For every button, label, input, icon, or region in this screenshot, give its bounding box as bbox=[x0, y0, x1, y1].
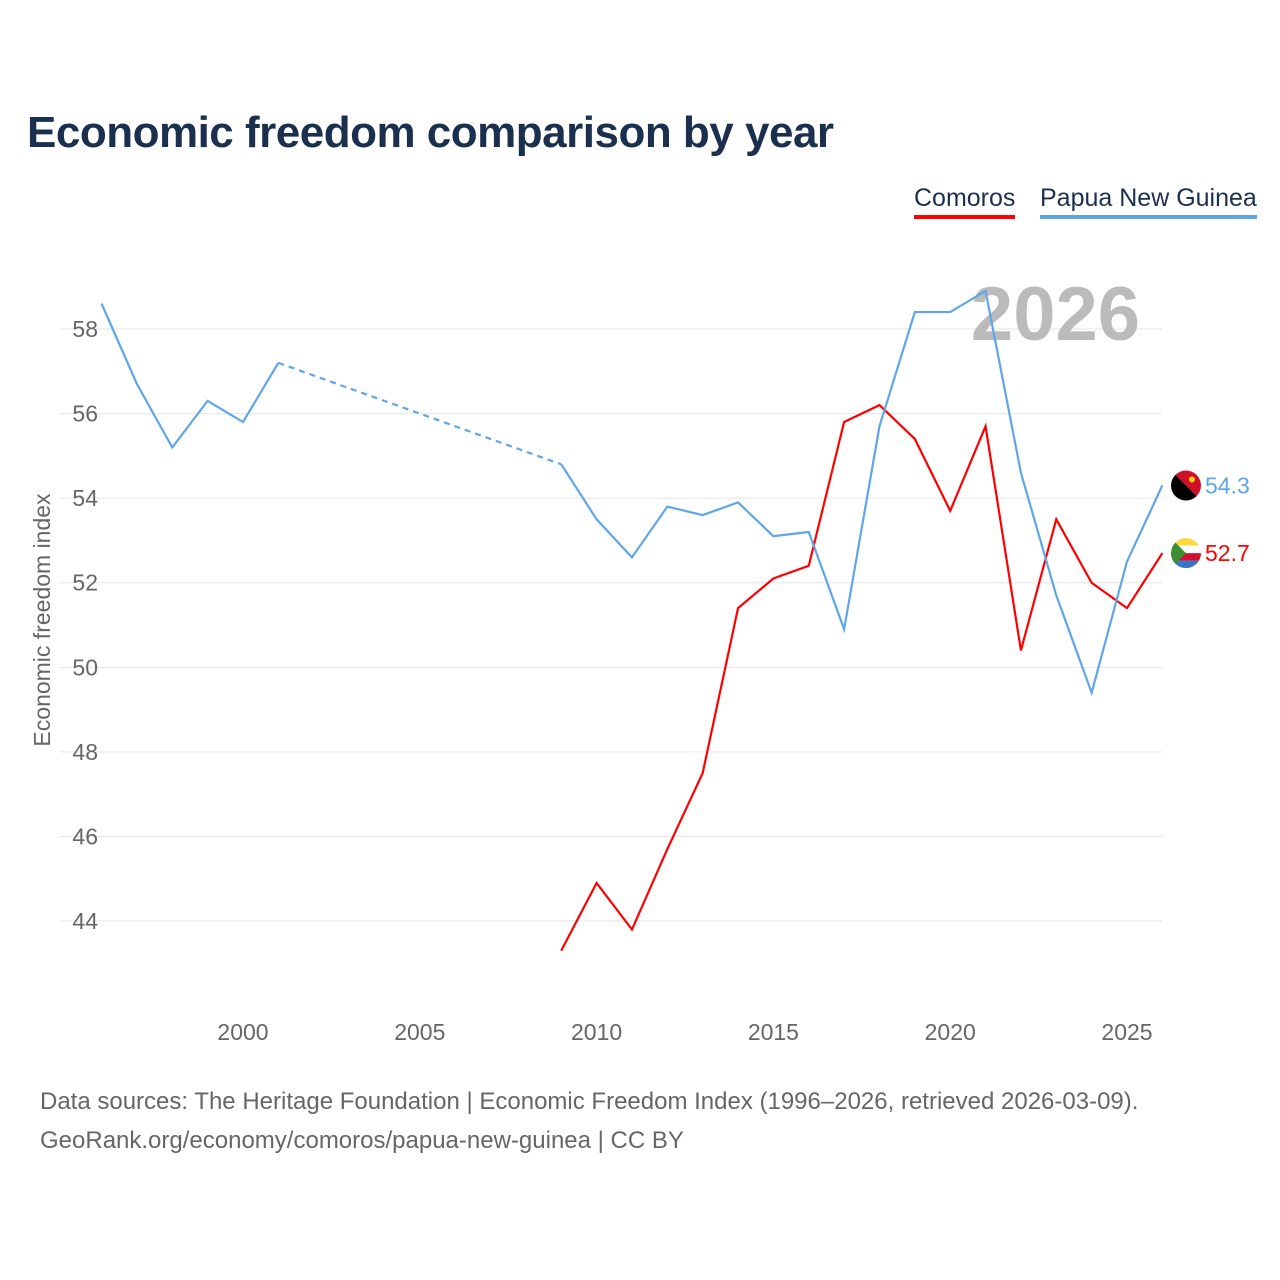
y-tick-label: 50 bbox=[72, 654, 98, 680]
x-tick-label: 2010 bbox=[571, 1019, 622, 1045]
y-axis-label: Economic freedom index bbox=[29, 493, 55, 747]
footer-url: GeoRank.org/economy/comoros/papua-new-gu… bbox=[40, 1127, 684, 1154]
legend-papua-new-guinea[interactable]: Papua New Guinea bbox=[1040, 184, 1257, 219]
line-comoros bbox=[560, 403, 1164, 952]
chart-title: Economic freedom comparison by year bbox=[27, 108, 834, 157]
y-tick-label: 54 bbox=[72, 485, 98, 511]
x-tick-label: 2000 bbox=[217, 1019, 268, 1045]
line-papua-new-guinea bbox=[100, 303, 280, 450]
year-watermark: 2026 bbox=[971, 272, 1140, 357]
flag-papua-new-guinea-icon bbox=[1171, 470, 1201, 501]
end-label-papua-new-guinea: 54.3 bbox=[1205, 472, 1250, 498]
y-tick-label: 52 bbox=[72, 570, 98, 596]
y-tick-label: 48 bbox=[72, 739, 98, 765]
end-label-comoros: 52.7 bbox=[1205, 540, 1250, 566]
footer-sources: Data sources: The Heritage Foundation | … bbox=[40, 1088, 1139, 1115]
y-tick-label: 44 bbox=[72, 908, 98, 934]
line-papua-new-guinea bbox=[560, 289, 1164, 697]
y-tick-label: 46 bbox=[72, 823, 98, 849]
x-tick-label: 2005 bbox=[394, 1019, 445, 1045]
flag-comoros-icon bbox=[1171, 538, 1201, 569]
y-tick-label: 58 bbox=[72, 316, 98, 342]
y-tick-label: 56 bbox=[72, 401, 98, 427]
x-tick-label: 2015 bbox=[748, 1019, 799, 1045]
x-tick-label: 2025 bbox=[1101, 1019, 1152, 1045]
legend-comoros[interactable]: Comoros bbox=[914, 184, 1016, 219]
x-tick-label: 2020 bbox=[925, 1019, 976, 1045]
